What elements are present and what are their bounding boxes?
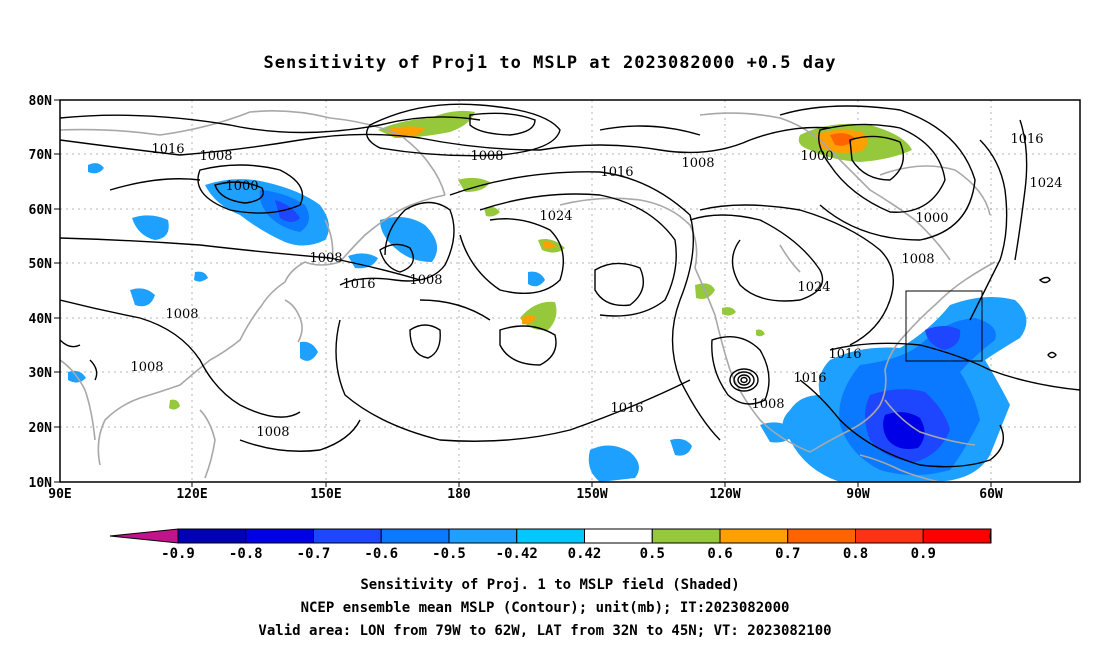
colorbar-label: -0.5 (432, 546, 466, 562)
colorbar-swatch (651, 528, 721, 544)
contour-label: 1016 (151, 142, 184, 157)
contour-label: 1024 (797, 280, 830, 295)
lat-tick-label: 10N (29, 476, 53, 491)
contour-label: 1016 (1010, 132, 1043, 147)
contour-label: 1000 (915, 211, 948, 226)
lon-tick-label: 120E (176, 487, 207, 502)
lon-tick-label: 180 (447, 487, 471, 502)
colorbar-label: 0.5 (640, 546, 665, 562)
valid-area-box (905, 290, 983, 362)
contour-label: 1008 (470, 149, 503, 164)
colorbar-swatch (380, 528, 450, 544)
contour-label: 1000 (800, 149, 833, 164)
colorbar-swatch (787, 528, 856, 544)
contour-label: 1008 (309, 251, 342, 266)
lon-tick-label: 120W (709, 487, 740, 502)
figure-title: Sensitivity of Proj1 to MSLP at 20230820… (264, 53, 837, 73)
contour-label: 1000 (225, 179, 258, 194)
contour-label: 1008 (165, 307, 198, 322)
lon-tick-label: 150W (576, 487, 607, 502)
sensitivity-shading (68, 110, 1027, 482)
colorbar-swatch (516, 528, 585, 544)
contour-label: 1008 (130, 360, 163, 375)
colorbar-arrow-right (989, 528, 992, 544)
mslp-contours (60, 103, 1080, 468)
lat-tick-label: 50N (29, 257, 53, 272)
colorbar-label: 0.6 (707, 546, 732, 562)
colorbar-label: -0.7 (297, 546, 331, 562)
colorbar-swatch (177, 528, 247, 544)
lat-ticks (54, 99, 60, 483)
contour-label: 1016 (793, 371, 826, 386)
colorbar-label: -0.9 (161, 546, 195, 562)
colorbar-label: -0.6 (364, 546, 398, 562)
neg-region-pacific-east (588, 445, 639, 482)
lon-tick-label: 90W (846, 487, 870, 502)
contour-label: 1008 (199, 149, 232, 164)
lon-tick-label: 90E (48, 487, 71, 502)
contour-label: 1008 (681, 156, 714, 171)
lon-tick-label: 150E (310, 487, 341, 502)
lon-ticks (191, 482, 992, 487)
colorbar-arrow-left (109, 528, 179, 544)
lat-tick-labels: 80N 70N 60N 50N 40N 30N 20N 10N (29, 94, 53, 491)
lat-tick-label: 40N (29, 312, 53, 327)
colorbar-label: 0.42 (568, 546, 602, 562)
caption-line-1: Sensitivity of Proj. 1 to MSLP field (Sh… (360, 577, 739, 593)
contour-label: 1024 (539, 209, 572, 224)
colorbar (109, 528, 992, 544)
lon-tick-labels: 90E 120E 150E 180 150W 120W 90W 60W (48, 487, 1003, 502)
lat-tick-label: 80N (29, 94, 53, 109)
contour-labels: 1016 1008 1000 1008 1008 1016 1008 1024 … (130, 132, 1062, 440)
contour-label: 1008 (256, 425, 289, 440)
colorbar-swatch (313, 528, 382, 544)
lat-tick-label: 60N (29, 203, 53, 218)
contour-label: 1016 (342, 277, 375, 292)
colorbar-swatch (245, 528, 314, 544)
contour-label: 1016 (828, 347, 861, 362)
contour-label: 1016 (600, 165, 633, 180)
lat-tick-label: 70N (29, 148, 53, 163)
colorbar-label: 0.7 (775, 546, 800, 562)
lat-tick-label: 30N (29, 366, 53, 381)
caption-line-3: Valid area: LON from 79W to 62W, LAT fro… (258, 623, 831, 639)
neg-region-atlantic-deepest (883, 412, 925, 449)
caption-line-2: NCEP ensemble mean MSLP (Contour); unit(… (301, 600, 790, 616)
contour-label: 1016 (610, 401, 643, 416)
contour-label: 1008 (409, 273, 442, 288)
contour-label: 1008 (751, 397, 784, 412)
colorbar-swatch (448, 528, 518, 544)
colorbar-label: 0.8 (843, 546, 868, 562)
lon-tick-label: 60W (979, 487, 1003, 502)
contour-label: 1024 (1029, 176, 1062, 191)
lat-tick-label: 20N (29, 421, 53, 436)
colorbar-label: -0.42 (496, 546, 538, 562)
map-frame (59, 99, 1081, 483)
colorbar-labels: -0.9 -0.8 -0.7 -0.6 -0.5 -0.42 0.42 0.5 0.6 0.7 0.… (161, 546, 936, 562)
colorbar-swatch (855, 528, 924, 544)
contour-label: 1008 (901, 252, 934, 267)
colorbar-label: 0.9 (911, 546, 936, 562)
coastlines (60, 110, 996, 482)
colorbar-label: -0.8 (229, 546, 263, 562)
colorbar-swatch (719, 528, 789, 544)
colorbar-swatch (584, 528, 653, 544)
colorbar-swatch (922, 528, 992, 544)
